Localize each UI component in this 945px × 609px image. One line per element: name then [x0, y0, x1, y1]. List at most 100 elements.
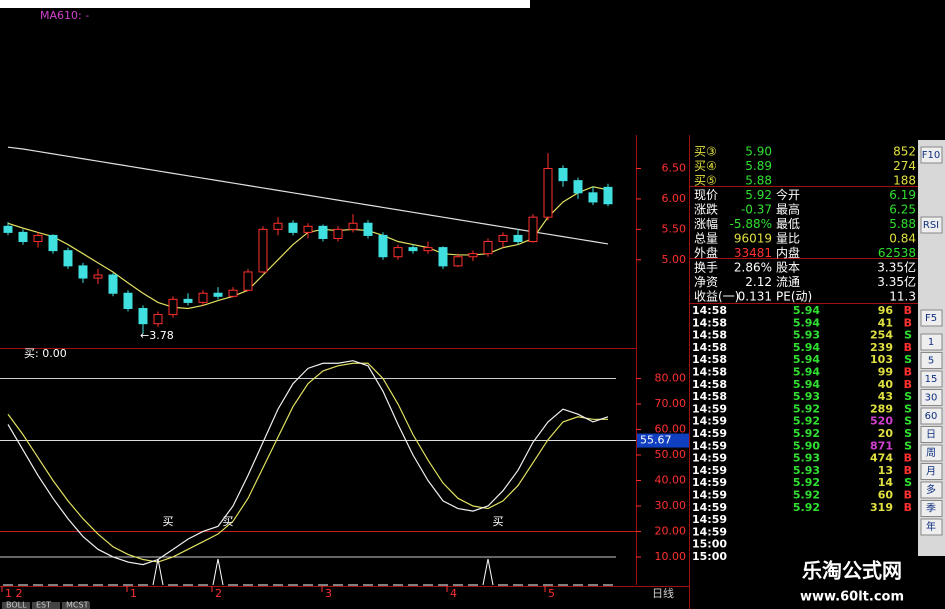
toolbar-button[interactable] — [920, 463, 943, 480]
toolbar-label[interactable]: 年 — [926, 520, 936, 533]
candle-body — [408, 247, 418, 252]
toolbar-button[interactable] — [920, 309, 943, 327]
trade-cell: 319 — [870, 501, 893, 514]
toolbar-button[interactable] — [920, 444, 943, 462]
trade-cell: S — [904, 390, 912, 403]
quote-cell: 买⑤ — [694, 174, 717, 188]
toolbar-button[interactable] — [920, 500, 943, 517]
period-label[interactable]: 日线 — [652, 586, 674, 600]
k-line — [7, 360, 609, 566]
quote-cell: 5.92 — [745, 188, 772, 202]
toolbar-button[interactable] — [920, 216, 943, 234]
toolbar-label[interactable]: 30 — [925, 393, 938, 404]
axis-line — [636, 135, 637, 585]
trade-cell: S — [904, 353, 912, 366]
toolbar-label[interactable]: 1 — [928, 337, 934, 348]
y-tick-label: 5.50 — [662, 222, 687, 235]
candle-body — [468, 253, 478, 258]
candle-body — [393, 247, 403, 258]
tab-label[interactable]: EST — [36, 601, 51, 609]
candle-body — [303, 225, 313, 233]
quote-cell: 涨幅 — [694, 216, 718, 231]
x-tick-label: 3 — [325, 587, 332, 600]
trade-cell: B — [904, 341, 912, 354]
tab[interactable] — [2, 602, 30, 609]
toolbar-button[interactable] — [920, 481, 943, 499]
ma-header: MA610: - — [40, 9, 89, 22]
candle-body — [153, 314, 163, 325]
trade-cell: 14:59 — [692, 452, 727, 465]
candle-body — [123, 292, 133, 309]
trade-cell: 5.90 — [793, 439, 820, 452]
quote-cell: 0.131 — [738, 290, 772, 304]
candle-body — [3, 225, 13, 233]
trade-cell: 14:58 — [692, 316, 727, 329]
toolbar-label[interactable]: 周 — [926, 447, 936, 459]
quote-cell: 总量 — [694, 232, 718, 246]
toolbar-label[interactable]: RSI — [923, 220, 939, 231]
quote-cell: 62538 — [878, 246, 916, 260]
trade-cell: B — [904, 501, 912, 514]
toolbar-button[interactable] — [920, 426, 943, 443]
trade-cell: B — [904, 464, 912, 477]
trade-cell: B — [904, 452, 912, 465]
toolbar-button[interactable] — [920, 407, 943, 425]
tab-label[interactable]: BOLL — [6, 601, 27, 609]
quote-cell: -0.37 — [741, 203, 772, 217]
signal-label: 买 — [493, 515, 504, 528]
toolbar-button[interactable] — [920, 333, 943, 351]
candle-body — [528, 216, 538, 243]
y-tick-label: 50.00 — [655, 448, 687, 461]
candle-body — [138, 307, 148, 325]
trade-cell: 5.93 — [793, 390, 820, 403]
toolbar-button[interactable] — [920, 146, 943, 164]
toolbar-label[interactable]: F10 — [922, 150, 940, 161]
toolbar-label[interactable]: 15 — [925, 374, 938, 385]
trade-cell: 103 — [870, 353, 893, 366]
y-tick-label: 30.00 — [655, 499, 687, 512]
ma-short-line — [7, 186, 609, 310]
trade-cell: 14:59 — [692, 501, 727, 514]
toolbar-label[interactable]: 季 — [926, 503, 936, 515]
toolbar-label[interactable]: 月 — [926, 466, 936, 478]
toolbar-button[interactable] — [920, 518, 943, 536]
trade-cell: 5.93 — [793, 329, 820, 342]
tab-label[interactable]: MCST — [66, 601, 89, 609]
y-tick-label: 5.00 — [662, 253, 687, 266]
tab[interactable] — [62, 602, 90, 609]
candle-body — [18, 231, 28, 243]
trade-cell: 60 — [878, 489, 894, 502]
candle-body — [183, 298, 193, 303]
quote-cell: 股本 — [776, 261, 800, 275]
toolbar-button[interactable] — [920, 389, 943, 406]
toolbar-button[interactable] — [920, 352, 943, 369]
trade-cell: S — [904, 476, 912, 489]
quote-cell: 5.88 — [745, 174, 772, 188]
candle-body — [378, 234, 388, 258]
toolbar-label[interactable]: F5 — [925, 313, 937, 324]
toolbar-button[interactable] — [920, 370, 943, 388]
trade-cell: 289 — [870, 402, 893, 415]
trade-cell: S — [904, 329, 912, 342]
quote-cell: 0.84 — [889, 232, 916, 246]
quote-cell: 852 — [893, 145, 916, 159]
trade-cell: B — [904, 378, 912, 391]
toolbar-label[interactable]: 5 — [928, 356, 934, 367]
trade-cell: 40 — [878, 378, 894, 391]
toolbar-label[interactable]: 多 — [926, 483, 936, 496]
quote-cell: 188 — [893, 174, 916, 188]
candle-body — [243, 271, 253, 291]
toolbar-label[interactable]: 日 — [926, 430, 936, 441]
tab[interactable] — [32, 602, 60, 609]
trade-cell: 5.94 — [793, 316, 820, 329]
trade-cell: 239 — [870, 341, 893, 354]
toolbar-label[interactable]: 60 — [925, 411, 938, 422]
candle-body — [93, 274, 103, 279]
candle-body — [33, 234, 43, 243]
trade-cell: 14:59 — [692, 525, 727, 538]
trade-cell: 474 — [870, 452, 893, 465]
trade-cell: B — [904, 366, 912, 379]
candle-body — [513, 234, 523, 243]
quote-cell: 最高 — [776, 202, 800, 217]
quote-cell: 换手 — [694, 261, 718, 275]
